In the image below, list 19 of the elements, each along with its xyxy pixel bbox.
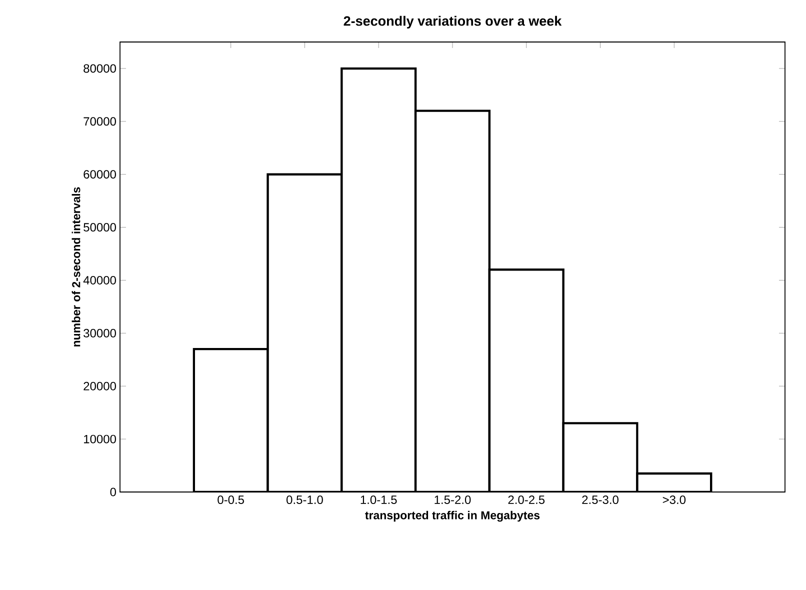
y-tick-label: 70000 xyxy=(84,117,116,126)
x-tick-label: >3.0 xyxy=(662,496,686,504)
x-tick-label: 0.5-1.0 xyxy=(286,496,323,504)
y-tick-label: 80000 xyxy=(84,64,116,73)
y-axis-title: number of 2-second intervals xyxy=(72,187,80,346)
y-tick-label: 20000 xyxy=(84,382,116,390)
y-tick-label: 60000 xyxy=(84,170,116,179)
x-tick-label: 2.5-3.0 xyxy=(582,496,618,504)
y-tick-label: 50000 xyxy=(84,223,116,232)
y-tick-label: 0 xyxy=(110,488,116,496)
x-axis-title: transported traffic in Megabytes xyxy=(365,510,540,522)
x-tick-label: 2.0-2.5 xyxy=(508,496,545,504)
y-tick-label: 10000 xyxy=(84,434,116,444)
x-tick-label: 1.5-2.0 xyxy=(434,496,471,504)
x-tick-label: 0-0.5 xyxy=(218,496,244,504)
y-tick-label: 30000 xyxy=(84,328,116,338)
x-tick-label: 1.0-1.5 xyxy=(360,496,397,504)
y-tick-label: 40000 xyxy=(83,276,116,284)
chart-title: 2-secondly variations over a week xyxy=(344,16,562,28)
